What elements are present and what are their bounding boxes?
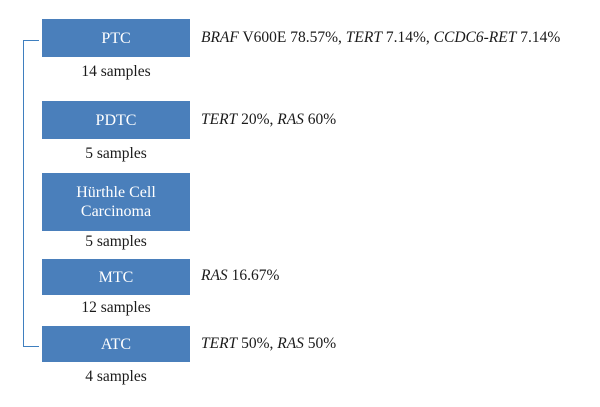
mutation-frequency: 50% xyxy=(303,335,337,352)
tumor-box-mtc: MTC xyxy=(42,259,190,295)
mutation-frequency: 7.14% xyxy=(516,29,561,46)
mutation-frequency: 50% xyxy=(237,335,270,352)
separator: , xyxy=(425,29,434,46)
tumor-label-hurthle: Hürthle Cell Carcinoma xyxy=(76,184,156,220)
tumor-box-atc: ATC xyxy=(42,326,190,362)
tumor-label-ptc: PTC xyxy=(101,29,131,47)
gene-name: RAS xyxy=(201,267,228,284)
sample-count-pdtc: 5 samples xyxy=(85,145,147,162)
tumor-box-hurthle: Hürthle Cell Carcinoma xyxy=(42,173,190,231)
gene-name: TERT xyxy=(201,111,238,128)
gene-name: RAS xyxy=(277,111,304,128)
sample-count-mtc: 12 samples xyxy=(81,299,151,316)
sample-count-atc: 4 samples xyxy=(85,368,147,385)
sample-count-ptc: 14 samples xyxy=(81,63,151,80)
mutation-line-ptc: BRAF V600E 78.57%, TERT 7.14%, CCDC6-RET… xyxy=(201,28,560,48)
tumor-box-pdtc: PDTC xyxy=(42,101,190,139)
mutation-frequency: 60% xyxy=(303,111,337,128)
gene-name: RAS xyxy=(277,335,304,352)
separator: , xyxy=(269,335,278,352)
mutation-frequency: 16.67% xyxy=(227,267,280,284)
mutation-line-atc: TERT 50%, RAS 50% xyxy=(201,334,336,354)
tumor-label-pdtc: PDTC xyxy=(95,111,137,129)
gene-name: BRAF xyxy=(201,29,239,46)
tumor-box-ptc: PTC xyxy=(42,19,190,57)
mutation-frequency: 20% xyxy=(237,111,270,128)
mutation-line-pdtc: TERT 20%, RAS 60% xyxy=(201,110,336,130)
group-bracket xyxy=(23,40,39,347)
tumor-label-mtc: MTC xyxy=(98,268,134,286)
mutation-frequency: V600E 78.57% xyxy=(238,29,339,46)
sample-count-hurthle: 5 samples xyxy=(85,233,147,250)
gene-name: TERT xyxy=(345,29,382,46)
separator: , xyxy=(269,111,278,128)
gene-name: TERT xyxy=(201,335,238,352)
mutation-line-mtc: RAS 16.67% xyxy=(201,266,279,286)
separator: , xyxy=(338,29,346,46)
tumor-label-atc: ATC xyxy=(100,335,132,353)
mutation-frequency: 7.14% xyxy=(381,29,426,46)
gene-name: CCDC6-RET xyxy=(433,29,517,46)
